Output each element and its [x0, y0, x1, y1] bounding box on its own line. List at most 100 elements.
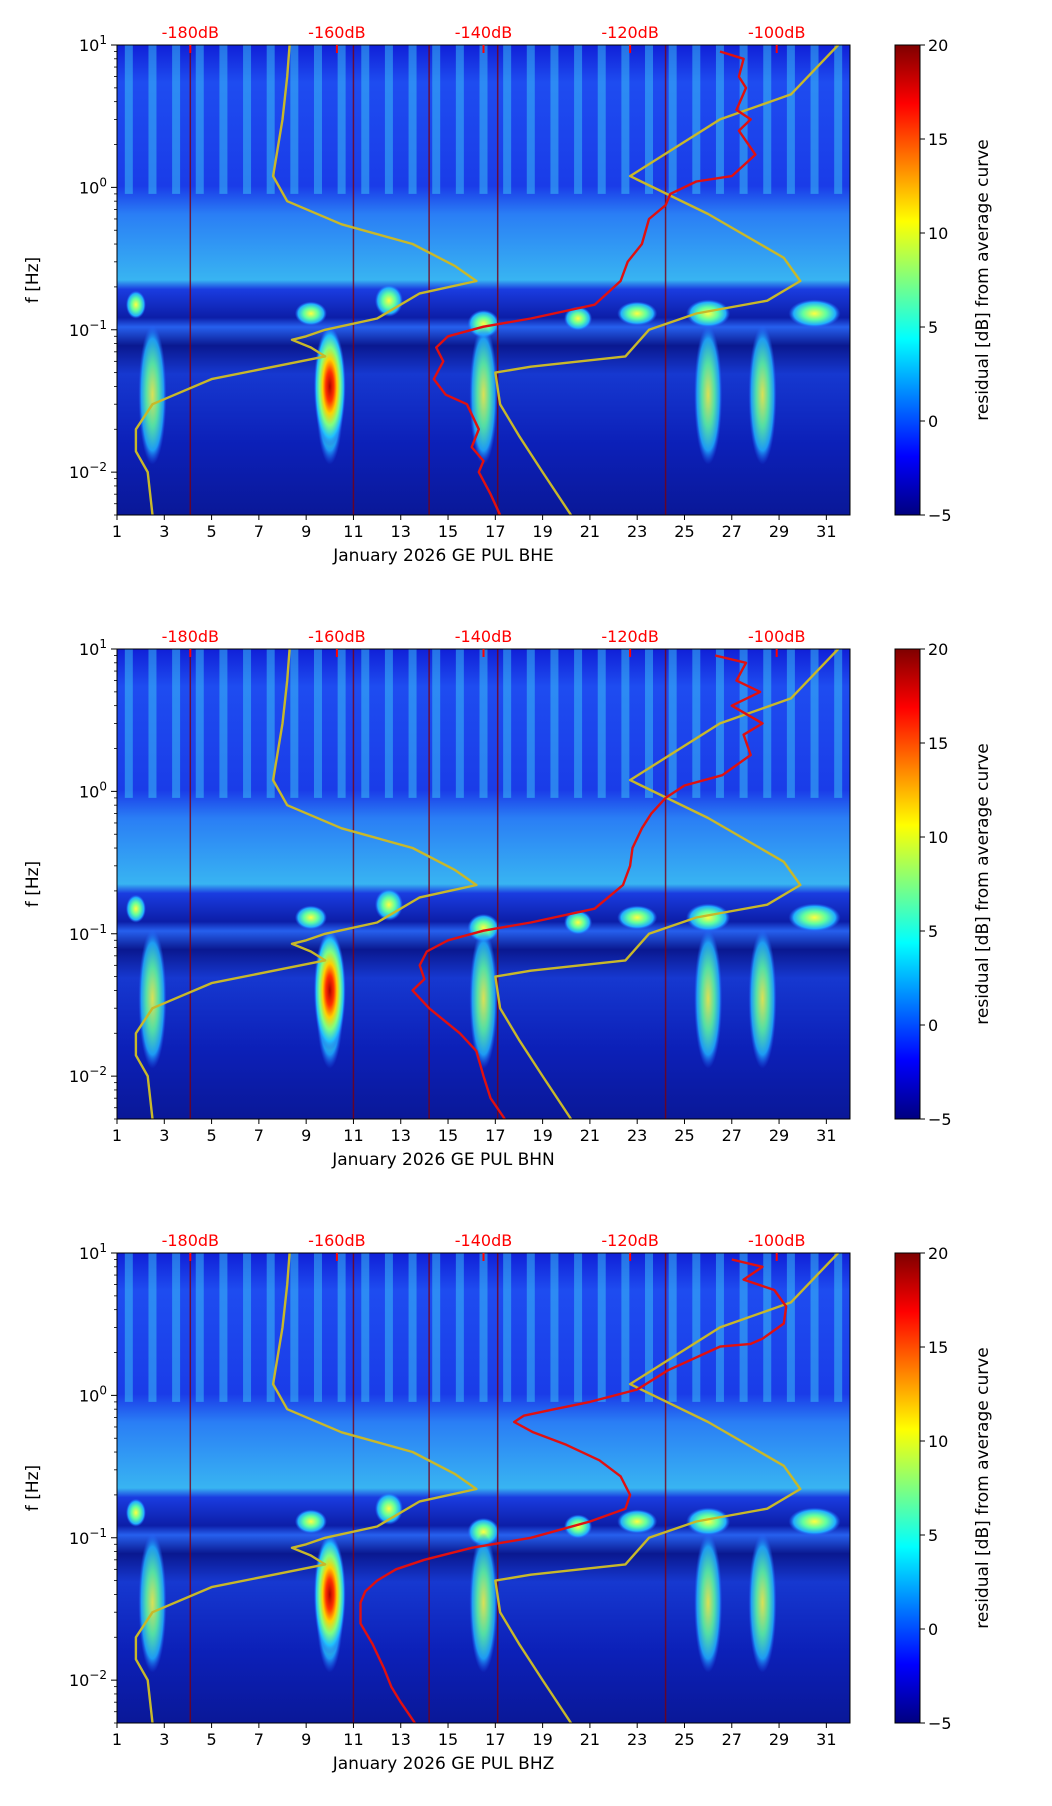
colorbar-gradient [894, 44, 921, 516]
daily-stripe [574, 649, 583, 798]
top-db-label: -100dB [748, 1231, 805, 1250]
colorbar-label: residual [dB] from average curve [973, 743, 993, 1024]
x-tick-label: 23 [627, 522, 647, 541]
daily-stripe [124, 45, 133, 194]
microseism-band [125, 894, 146, 923]
daily-stripe [124, 1253, 133, 1402]
colorbar-tick-label: 15 [928, 734, 948, 753]
daily-stripe [384, 1253, 393, 1402]
daily-stripe [172, 45, 181, 194]
daily-stripe [455, 45, 464, 194]
daily-stripe [455, 1253, 464, 1402]
daily-stripe [597, 45, 606, 194]
daily-stripe [810, 45, 819, 194]
event-hotspot [313, 930, 346, 1051]
colorbar: 20 15 10 5 0 −5 residual [dB] from average cur… [894, 36, 993, 525]
x-tick-label: 1 [112, 1126, 122, 1145]
daily-stripe [148, 45, 157, 194]
x-tick-label: 3 [159, 1730, 169, 1749]
daily-stripe [243, 649, 252, 798]
daily-stripe [479, 45, 488, 194]
top-db-label: -160dB [308, 23, 365, 42]
top-db-label: -180dB [162, 627, 219, 646]
x-tick-label: 31 [816, 1126, 836, 1145]
x-tick-label: 7 [254, 1126, 264, 1145]
daily-stripe [692, 45, 701, 194]
daily-stripe [243, 45, 252, 194]
x-tick-label: 11 [343, 522, 363, 541]
daily-stripe [692, 649, 701, 798]
x-tick-label: 21 [580, 522, 600, 541]
daily-stripe [361, 649, 370, 798]
colorbar-label: residual [dB] from average curve [973, 139, 993, 420]
daily-stripe [148, 649, 157, 798]
daily-stripe [219, 45, 228, 194]
microseism-band [686, 903, 731, 932]
daily-stripe [219, 1253, 228, 1402]
daily-stripe [313, 1253, 322, 1402]
daily-stripe [810, 649, 819, 798]
top-db-label: -100dB [748, 23, 805, 42]
microseism-band [467, 1517, 500, 1546]
x-tick-label: 21 [580, 1126, 600, 1145]
noise-model-curve [134, 649, 478, 1119]
daily-stripe [172, 649, 181, 798]
microseism-band [125, 290, 146, 319]
x-tick-label: 19 [532, 1126, 552, 1145]
colorbar-tick-label: 0 [928, 1620, 938, 1639]
y-axis-label: f [Hz] [23, 861, 43, 907]
x-tick-label: 27 [722, 1730, 742, 1749]
daily-stripe [834, 1253, 843, 1402]
x-tick-label: 15 [438, 1126, 458, 1145]
noise-model-curve [134, 1253, 478, 1723]
x-tick-label: 29 [769, 522, 789, 541]
y-tick-label: 100 [79, 1383, 107, 1405]
event-column [469, 928, 498, 1069]
colorbar-tick-label: 5 [928, 318, 938, 337]
event-column [469, 1532, 498, 1673]
colorbar-gradient [894, 648, 921, 1120]
daily-stripe [621, 45, 630, 194]
daily-stripe [337, 649, 346, 798]
noise-model-curve [134, 45, 478, 515]
daily-stripe [361, 1253, 370, 1402]
y-tick-label: 10−1 [69, 318, 107, 340]
top-db-label: -180dB [162, 1231, 219, 1250]
heatmap-area [117, 1253, 850, 1723]
daily-stripe [290, 649, 299, 798]
daily-stripe [786, 45, 795, 194]
daily-stripe [597, 649, 606, 798]
y-tick-label: 100 [79, 175, 107, 197]
y-tick-label: 10−2 [69, 460, 107, 482]
daily-stripe [645, 45, 654, 194]
event-column [138, 324, 167, 465]
microseism-band [617, 905, 658, 930]
top-db-label: -140dB [455, 23, 512, 42]
event-column [138, 928, 167, 1069]
daily-stripe [124, 649, 133, 798]
event-hotspot [313, 1534, 346, 1655]
daily-stripe [763, 649, 772, 798]
colorbar-tick-label: 10 [928, 1432, 948, 1451]
daily-stripe [550, 649, 559, 798]
daily-stripe [834, 649, 843, 798]
daily-stripe [432, 1253, 441, 1402]
colorbar-tick-label: 10 [928, 224, 948, 243]
daily-stripe [408, 1253, 417, 1402]
daily-stripe [739, 649, 748, 798]
x-tick-label: 17 [485, 1730, 505, 1749]
colorbar: 20 15 10 5 0 −5 residual [dB] from average cur… [894, 1244, 993, 1733]
daily-stripe [503, 45, 512, 194]
x-axis-label: January 2026 GE PUL BHE [332, 546, 554, 566]
microseism-band [686, 1507, 731, 1536]
x-tick-label: 17 [485, 1126, 505, 1145]
noise-model-curve [494, 1253, 840, 1723]
x-tick-label: 13 [391, 1126, 411, 1145]
y-axis-label: f [Hz] [23, 257, 43, 303]
microseism-band [125, 1498, 146, 1527]
microseism-band [294, 905, 327, 930]
daily-stripe [266, 1253, 275, 1402]
daily-stripe [786, 1253, 795, 1402]
microseism-band [788, 1507, 841, 1536]
